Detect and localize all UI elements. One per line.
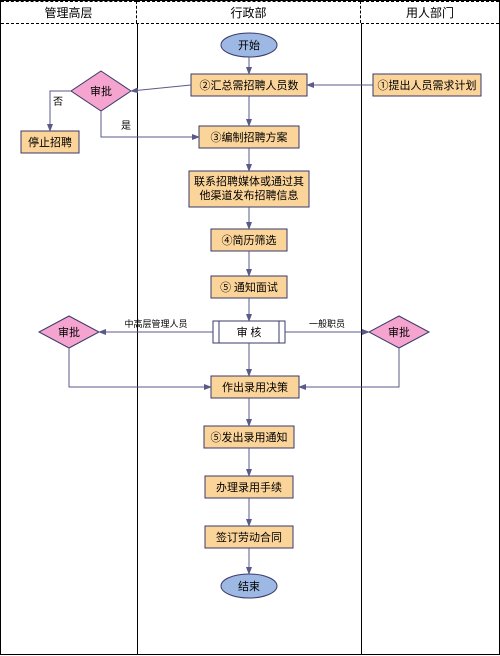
node-n4: 联系招聘媒体或通过其 他渠道发布招聘信息 [189, 171, 309, 207]
label-n3: ③编制招聘方案 [211, 130, 288, 144]
label-d1: 审批 [90, 84, 112, 98]
node-review: 审 核 [213, 321, 285, 343]
node-n8: ⑤发出录用通知 [204, 426, 294, 448]
swimlane-diagram: 管理高层 行政部 用人部门 开始 ①提出人员需求计划 ②汇总需招聘人员数 [0, 0, 500, 655]
flowchart-svg: 开始 ①提出人员需求计划 ②汇总需招聘人员数 审批 停止招聘 ③编制招聘方案 [1, 1, 500, 656]
label-edge-sm1: 中高层管理人员 [124, 318, 187, 329]
label-n7: 作出录用决策 [222, 380, 288, 394]
label-n4-line2: 他渠道发布招聘信息 [200, 188, 299, 202]
label-n2: ②汇总需招聘人员数 [200, 78, 299, 92]
label-stop: 停止招聘 [28, 135, 72, 149]
node-stop: 停止招聘 [21, 131, 79, 153]
label-end: 结束 [238, 580, 260, 593]
label-n1: ①提出人员需求计划 [378, 78, 477, 92]
node-n1: ①提出人员需求计划 [373, 74, 481, 96]
label-d1-yes: 是 [121, 120, 131, 132]
label-n8: ⑤发出录用通知 [211, 430, 288, 444]
label-n6: ⑤ 通知面试 [220, 280, 278, 294]
node-start: 开始 [221, 33, 277, 57]
node-n10: 签订劳动合同 [205, 526, 293, 548]
label-edge-sm2: 一般职员 [309, 318, 345, 329]
label-start: 开始 [238, 38, 260, 52]
label-n10: 签订劳动合同 [216, 530, 282, 544]
label-d3: 审批 [388, 325, 410, 339]
node-n9: 办理录用手续 [205, 476, 293, 498]
node-d3: 审批 [369, 316, 429, 348]
label-d2: 审批 [58, 325, 80, 339]
label-n9: 办理录用手续 [216, 480, 282, 494]
node-n7: 作出录用决策 [211, 376, 299, 398]
node-n2: ②汇总需招聘人员数 [191, 74, 307, 96]
label-d1-no: 否 [53, 96, 63, 108]
node-n5: ④简历筛选 [211, 229, 287, 251]
node-end: 结束 [221, 574, 277, 598]
label-n4-line1: 联系招聘媒体或通过其 [194, 174, 304, 188]
node-n6: ⑤ 通知面试 [211, 276, 287, 298]
label-review: 审 核 [237, 325, 262, 339]
node-n3: ③编制招聘方案 [199, 126, 299, 148]
node-d2: 审批 [39, 316, 99, 348]
label-n5: ④简历筛选 [222, 233, 277, 247]
node-d1: 审批 [71, 71, 131, 111]
